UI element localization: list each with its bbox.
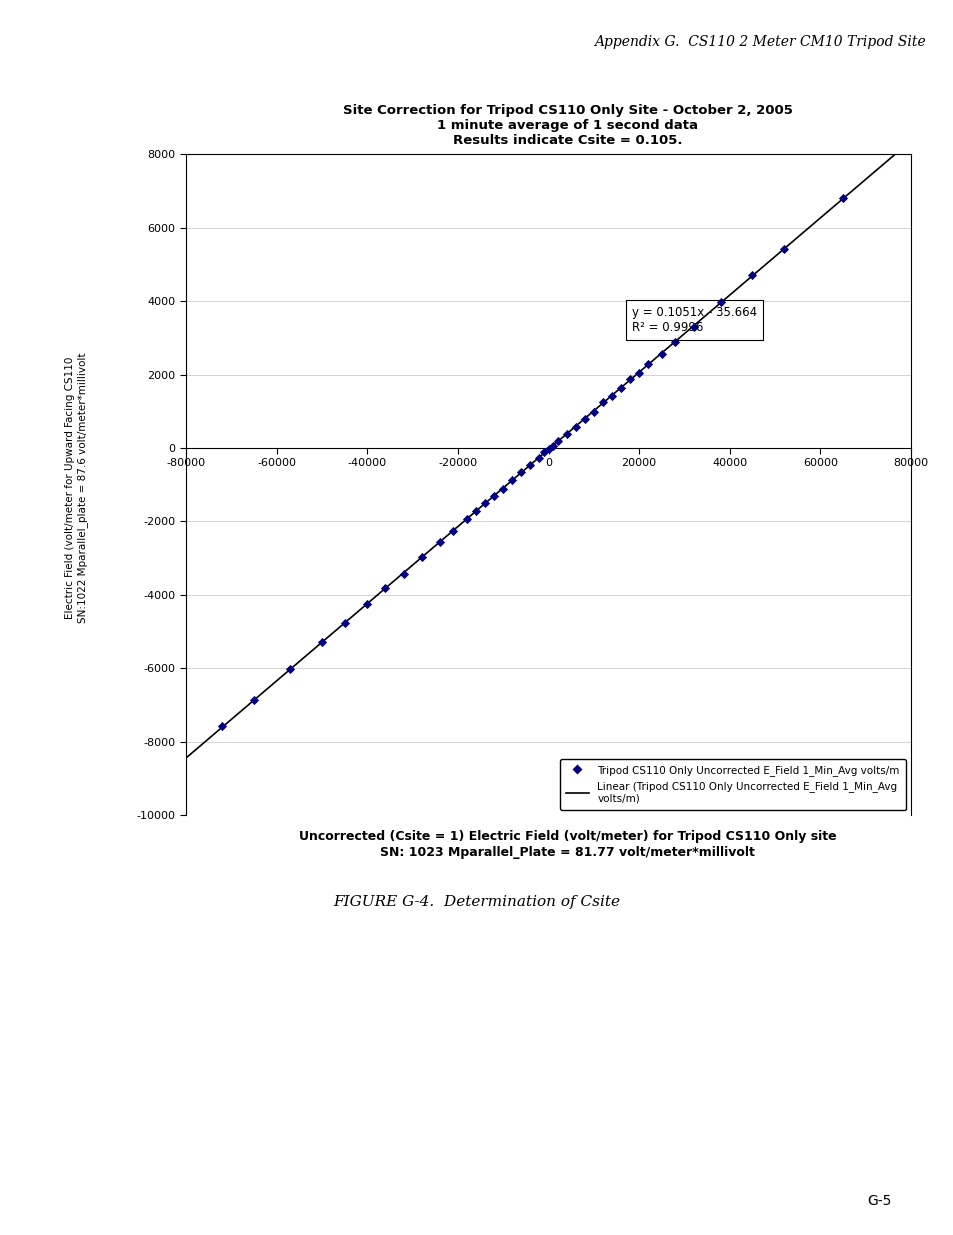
Point	[540, 440, 556, 459]
Point	[621, 369, 637, 389]
Point	[504, 471, 519, 490]
Text: 1 minute average of 1 second data: 1 minute average of 1 second data	[436, 119, 698, 132]
Point	[685, 316, 700, 336]
Point	[604, 385, 619, 405]
Text: Results indicate Csite = 0.105.: Results indicate Csite = 0.105.	[453, 133, 681, 147]
Point	[712, 291, 728, 311]
Point	[545, 436, 560, 456]
Point	[744, 264, 760, 284]
Point	[577, 409, 592, 429]
Point	[536, 442, 551, 462]
Point	[314, 632, 330, 652]
Point	[282, 659, 297, 679]
Point	[532, 448, 547, 468]
Point	[359, 594, 375, 614]
Point	[377, 578, 393, 598]
Point	[468, 501, 483, 521]
Point	[414, 547, 429, 567]
Point	[336, 614, 352, 634]
Point	[513, 463, 528, 483]
Point	[595, 393, 610, 412]
Text: Site Correction for Tripod CS110 Only Site - October 2, 2005: Site Correction for Tripod CS110 Only Si…	[342, 104, 792, 117]
Point	[631, 363, 646, 383]
Text: FIGURE G-4.  Determination of Csite: FIGURE G-4. Determination of Csite	[334, 895, 619, 909]
Text: SN: 1023 Mparallel_Plate = 81.77 volt/meter*millivolt: SN: 1023 Mparallel_Plate = 81.77 volt/me…	[380, 846, 754, 860]
Point	[640, 354, 656, 374]
Point	[567, 417, 582, 437]
Point	[459, 509, 475, 529]
Text: y = 0.1051x - 35.664
R² = 0.9996: y = 0.1051x - 35.664 R² = 0.9996	[631, 306, 757, 335]
Point	[558, 424, 574, 443]
Point	[667, 332, 682, 352]
Text: Electric Field (volt/meter for Upward Facing CS110
SN:1022 Mparallel_plate = 87.: Electric Field (volt/meter for Upward Fa…	[65, 352, 88, 624]
Point	[654, 345, 669, 364]
Legend: Tripod CS110 Only Uncorrected E_Field 1_Min_Avg volts/m, Linear (Tripod CS110 On: Tripod CS110 Only Uncorrected E_Field 1_…	[559, 758, 905, 810]
Point	[246, 690, 261, 710]
Point	[522, 454, 537, 474]
Text: G-5: G-5	[866, 1194, 891, 1208]
Point	[432, 532, 447, 552]
Text: Uncorrected (Csite = 1) Electric Field (volt/meter) for Tripod CS110 Only site: Uncorrected (Csite = 1) Electric Field (…	[298, 830, 836, 844]
Point	[486, 485, 501, 505]
Point	[476, 494, 492, 514]
Point	[776, 240, 791, 259]
Point	[613, 378, 628, 398]
Point	[214, 716, 230, 736]
Point	[496, 479, 511, 499]
Text: Appendix G.  CS110 2 Meter CM10 Tripod Site: Appendix G. CS110 2 Meter CM10 Tripod Si…	[593, 35, 924, 48]
Point	[585, 403, 601, 422]
Point	[549, 431, 564, 451]
Point	[835, 188, 850, 207]
Point	[395, 564, 411, 584]
Point	[445, 521, 460, 541]
